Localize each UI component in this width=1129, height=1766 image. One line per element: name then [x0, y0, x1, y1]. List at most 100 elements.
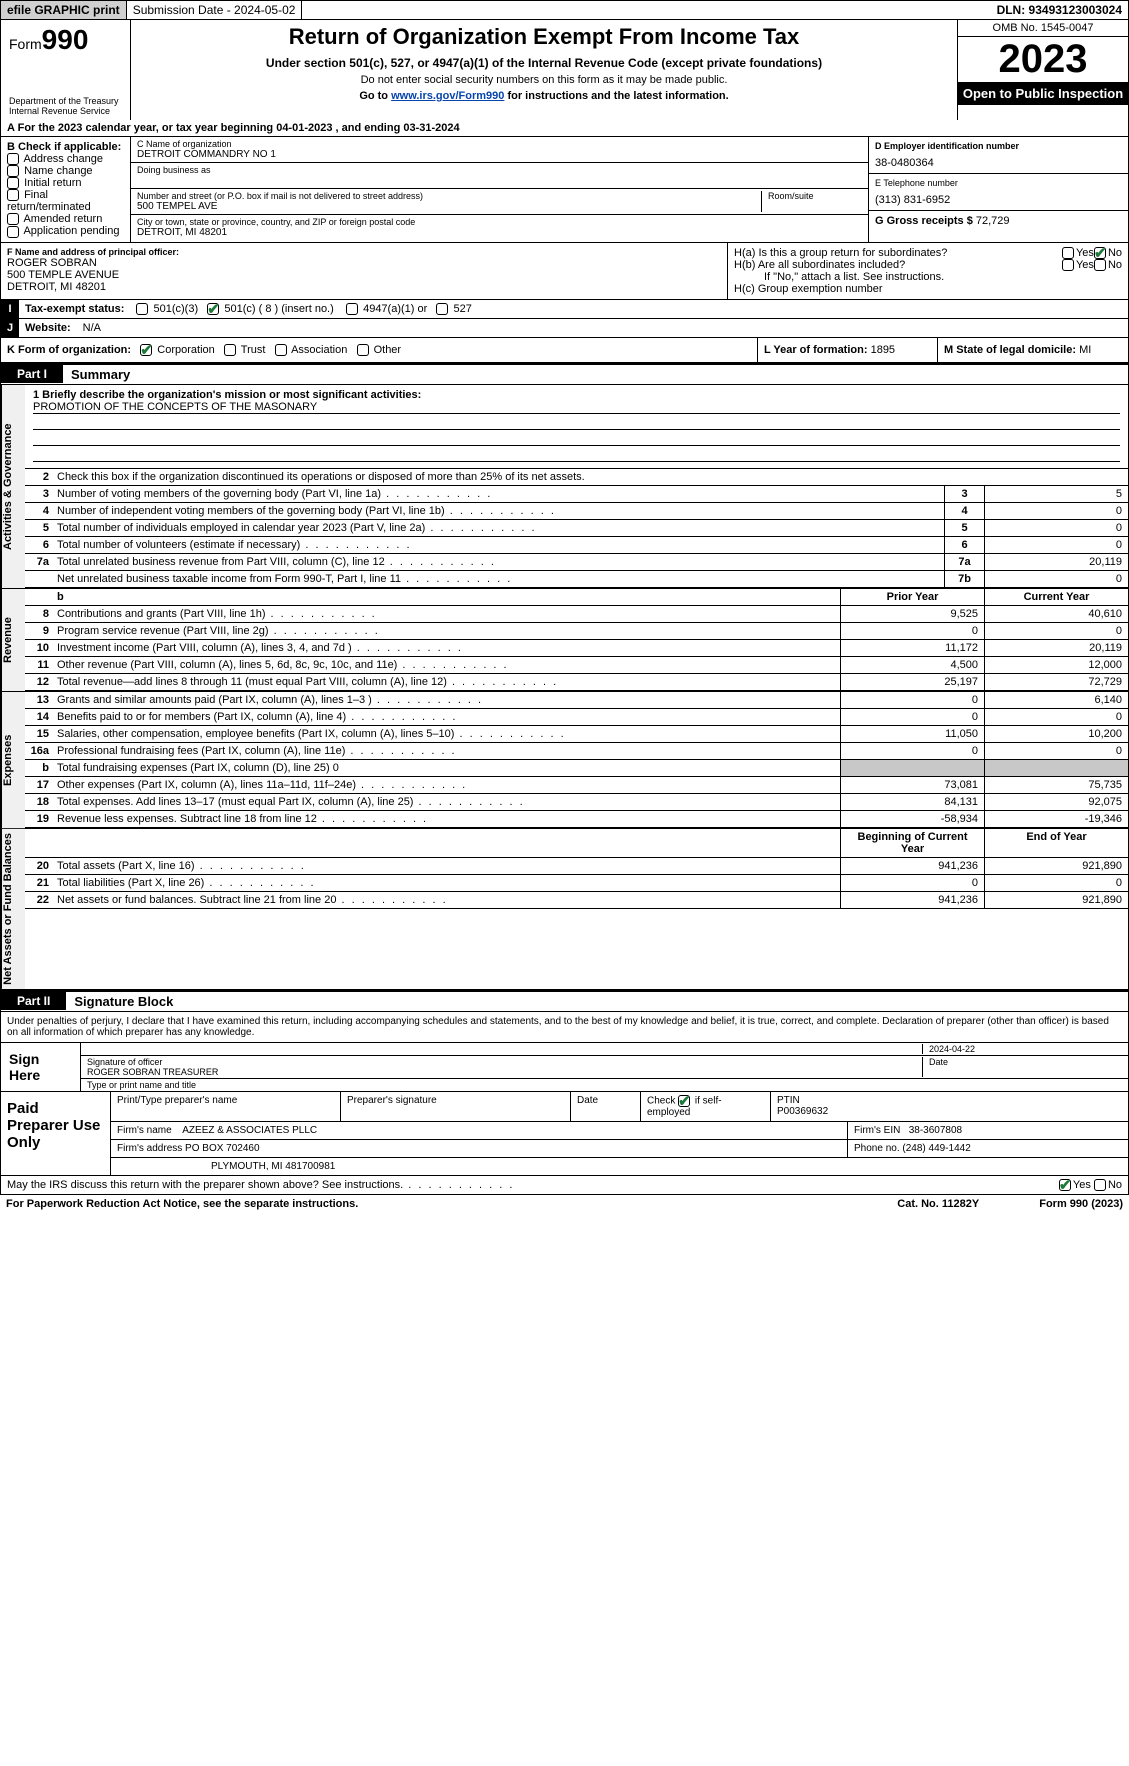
sig-officer-label: Signature of officer: [87, 1057, 162, 1067]
opt-501c3: 501(c)(3): [154, 303, 199, 315]
chk-discuss-no[interactable]: [1094, 1179, 1106, 1191]
chk-501c[interactable]: [207, 303, 219, 315]
chk-amended-return[interactable]: [7, 213, 19, 225]
prep-sig-hdr: Preparer's signature: [341, 1092, 571, 1121]
chk-address-change[interactable]: [7, 153, 19, 165]
dept-treasury: Department of the Treasury Internal Reve…: [9, 96, 122, 116]
table-row: Net unrelated business taxable income fr…: [25, 571, 1128, 588]
rev-header-row: b Prior Year Current Year: [25, 589, 1128, 606]
lbl-i: I: [1, 300, 19, 318]
chk-corporation[interactable]: [140, 344, 152, 356]
lbl-officer: F Name and address of principal officer:: [7, 247, 721, 257]
form-990: 990: [42, 24, 89, 55]
hdr-boy: Beginning of Current Year: [840, 829, 984, 857]
chk-4947[interactable]: [346, 303, 358, 315]
phone: (313) 831-6952: [875, 194, 1122, 206]
lbl-phone: E Telephone number: [875, 178, 1122, 188]
org-name: DETROIT COMMANDRY NO 1: [137, 149, 862, 160]
dln: DLN: 93493123003024: [991, 1, 1128, 19]
chk-527[interactable]: [436, 303, 448, 315]
chk-initial-return[interactable]: [7, 177, 19, 189]
table-row: 12Total revenue—add lines 8 through 11 (…: [25, 674, 1128, 691]
efile-print-button[interactable]: efile GRAPHIC print: [1, 1, 127, 19]
table-row: 15Salaries, other compensation, employee…: [25, 726, 1128, 743]
chk-hb-yes[interactable]: [1062, 259, 1074, 271]
opt-527: 527: [454, 303, 472, 315]
subtitle-3: Go to www.irs.gov/Form990 for instructio…: [139, 90, 949, 102]
firm-ein-label: Firm's EIN: [854, 1125, 900, 1136]
chk-final-return[interactable]: [7, 189, 19, 201]
lbl-dba: Doing business as: [137, 165, 862, 175]
form-number: Form990: [9, 24, 122, 56]
box-c: C Name of organizationDETROIT COMMANDRY …: [131, 137, 868, 242]
sign-date: 2024-04-22: [922, 1044, 1122, 1054]
signature-block: Under penalties of perjury, I declare th…: [0, 1012, 1129, 1176]
subtitle-1: Under section 501(c), 527, or 4947(a)(1)…: [139, 56, 949, 70]
tab-revenue: Revenue: [1, 589, 25, 691]
chk-app-pending[interactable]: [7, 226, 19, 238]
chk-ha-no[interactable]: [1094, 247, 1106, 259]
discuss-row: May the IRS discuss this return with the…: [0, 1176, 1129, 1195]
firm-ein: 38-3607808: [909, 1125, 962, 1136]
lbl-street: Number and street (or P.O. box if mail i…: [137, 191, 755, 201]
part-i-title: Summary: [63, 365, 138, 384]
line-16b-prior: [840, 760, 984, 776]
section-net-assets: Net Assets or Fund Balances Beginning of…: [0, 828, 1129, 990]
omb-no: OMB No. 1545-0047: [958, 20, 1128, 37]
line-a-text: For the 2023 calendar year, or tax year …: [18, 122, 460, 134]
website-label: Website:: [19, 319, 77, 337]
officer-group-grid: F Name and address of principal officer:…: [0, 243, 1129, 300]
firm-phone-label: Phone no.: [854, 1143, 900, 1154]
sign-here-label: Sign Here: [1, 1043, 81, 1091]
line-16b-num: b: [25, 760, 53, 776]
street-address: 500 TEMPEL AVE: [137, 201, 755, 212]
paid-preparer-label: Paid Preparer Use Only: [1, 1092, 111, 1175]
box-deg: D Employer identification number 38-04803…: [868, 137, 1128, 242]
chk-hb-no[interactable]: [1094, 259, 1106, 271]
chk-other[interactable]: [357, 344, 369, 356]
opt-other: Other: [374, 344, 402, 356]
form-org-label: K Form of organization:: [7, 344, 131, 356]
table-row: 4Number of independent voting members of…: [25, 503, 1128, 520]
table-row: 9Program service revenue (Part VIII, lin…: [25, 623, 1128, 640]
row-klm: K Form of organization: Corporation Trus…: [0, 338, 1129, 363]
table-row: 22Net assets or fund balances. Subtract …: [25, 892, 1128, 909]
subtitle-2: Do not enter social security numbers on …: [139, 74, 949, 86]
chk-self-employed[interactable]: [678, 1095, 690, 1107]
top-bar: efile GRAPHIC print Submission Date - 20…: [0, 0, 1129, 20]
chk-discuss-yes[interactable]: [1059, 1179, 1071, 1191]
discuss-yes: Yes: [1073, 1179, 1091, 1191]
box-b-title: B Check if applicable:: [7, 141, 124, 153]
mission-block: 1 Briefly describe the organization's mi…: [25, 385, 1128, 469]
table-row: 21Total liabilities (Part X, line 26)00: [25, 875, 1128, 892]
sign-here-row: Sign Here 2024-04-22 Signature of office…: [1, 1043, 1128, 1092]
tab-net-assets: Net Assets or Fund Balances: [1, 829, 25, 989]
net-header-row: Beginning of Current Year End of Year: [25, 829, 1128, 858]
chk-501c3[interactable]: [136, 303, 148, 315]
opt-corporation: Corporation: [157, 344, 214, 356]
chk-ha-yes[interactable]: [1062, 247, 1074, 259]
table-row: 19Revenue less expenses. Subtract line 1…: [25, 811, 1128, 828]
opt-initial-return: Initial return: [24, 177, 81, 189]
ein: 38-0480364: [875, 157, 1122, 169]
prep-name-hdr: Print/Type preparer's name: [111, 1092, 341, 1121]
table-row: 14Benefits paid to or for members (Part …: [25, 709, 1128, 726]
opt-final-return: Final return/terminated: [7, 189, 91, 213]
preparer-row: Paid Preparer Use Only Print/Type prepar…: [1, 1092, 1128, 1175]
hb-label: H(b) Are all subordinates included?: [734, 259, 1062, 271]
lbl-ein: D Employer identification number: [875, 141, 1122, 151]
firm-addr1: PO BOX 702460: [185, 1143, 260, 1154]
row-j: J Website: N/A: [0, 319, 1129, 338]
lbl-room: Room/suite: [768, 191, 862, 201]
table-row: 7aTotal unrelated business revenue from …: [25, 554, 1128, 571]
chk-trust[interactable]: [224, 344, 236, 356]
chk-association[interactable]: [275, 344, 287, 356]
part-i-header: Part I Summary: [0, 363, 1129, 385]
irs-link[interactable]: www.irs.gov/Form990: [391, 90, 504, 102]
chk-name-change[interactable]: [7, 165, 19, 177]
opt-address-change: Address change: [23, 153, 103, 165]
website-value: N/A: [77, 319, 1128, 337]
officer-sig-name: ROGER SOBRAN TREASURER: [87, 1067, 218, 1077]
table-row: 20Total assets (Part X, line 16)941,2369…: [25, 858, 1128, 875]
goto-pre: Go to: [359, 90, 391, 102]
